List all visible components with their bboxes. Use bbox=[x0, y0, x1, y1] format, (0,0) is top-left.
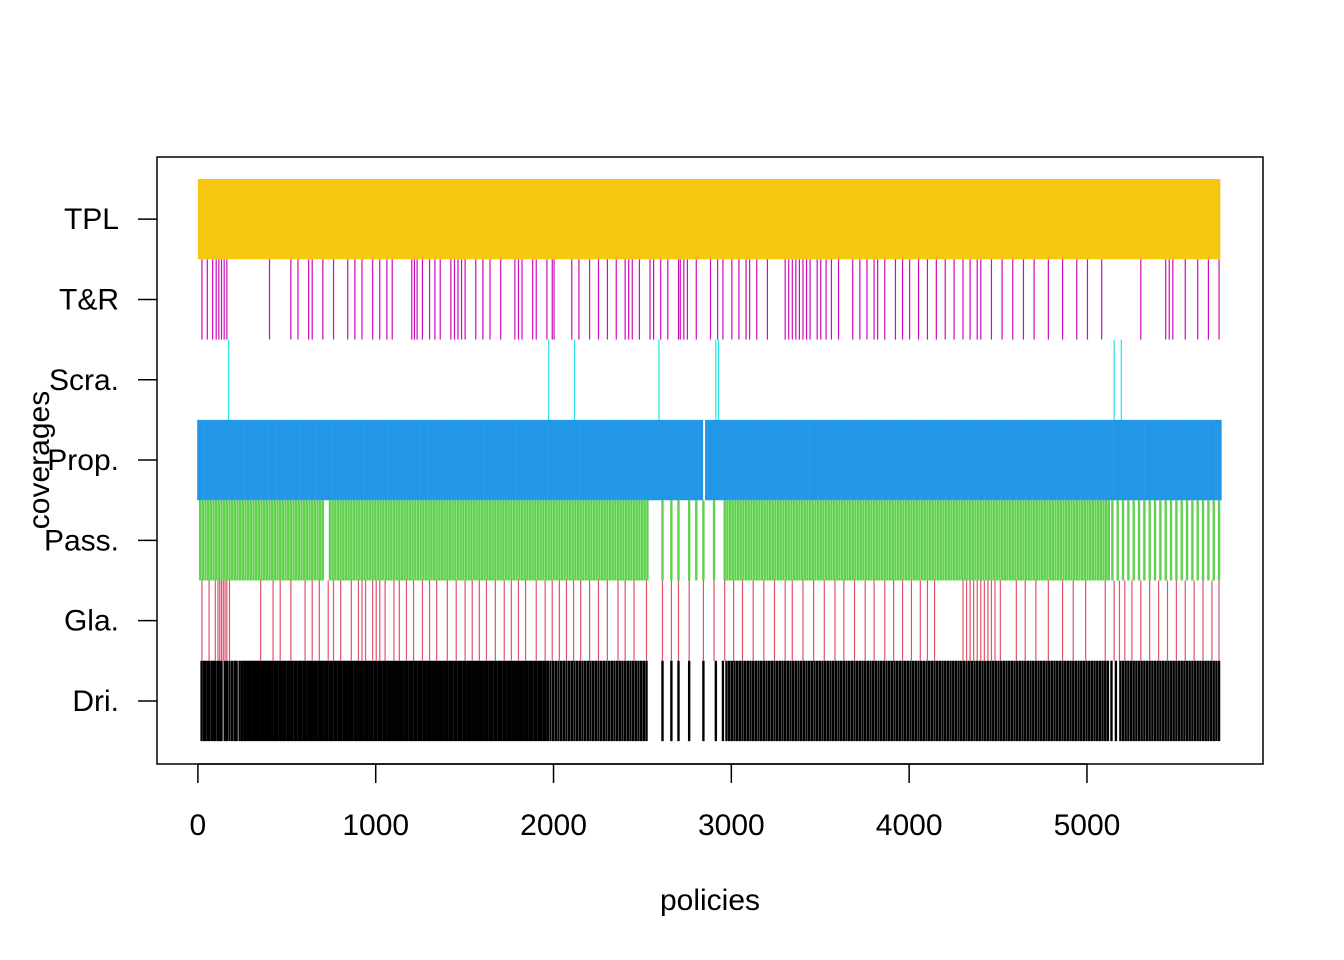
series-gla bbox=[201, 580, 1220, 661]
y-tick-label: Scra. bbox=[49, 364, 119, 397]
series-scra bbox=[228, 339, 1122, 420]
series-dri bbox=[200, 660, 1221, 742]
x-tick-label: 5000 bbox=[1054, 809, 1121, 842]
y-tick-label: Prop. bbox=[47, 444, 119, 477]
series-tpl bbox=[197, 179, 1221, 260]
barcode-bars bbox=[197, 179, 1222, 742]
x-axis-title: policies bbox=[660, 884, 760, 917]
y-tick-label: Pass. bbox=[44, 524, 119, 557]
series-prop bbox=[197, 419, 1222, 501]
y-tick-label: Dri. bbox=[72, 685, 119, 718]
x-tick-label: 2000 bbox=[520, 809, 587, 842]
bar-tpl bbox=[197, 179, 1221, 260]
x-axis: 0 1000 2000 3000 4000 5000 bbox=[190, 763, 1121, 842]
y-tick-label: T&R bbox=[59, 283, 119, 316]
y-axis-title: coverages bbox=[23, 391, 56, 529]
x-tick-label: 3000 bbox=[698, 809, 765, 842]
series-pass bbox=[198, 500, 1221, 581]
y-axis: Dri. Gla. Pass. Prop. Scra. T&R TPL bbox=[44, 203, 157, 718]
x-tick-label: 1000 bbox=[342, 809, 409, 842]
x-tick-label: 0 bbox=[190, 809, 207, 842]
y-tick-label: Gla. bbox=[64, 605, 119, 638]
x-tick-label: 4000 bbox=[876, 809, 943, 842]
series-t-r bbox=[201, 259, 1220, 340]
y-tick-label: TPL bbox=[64, 203, 119, 236]
